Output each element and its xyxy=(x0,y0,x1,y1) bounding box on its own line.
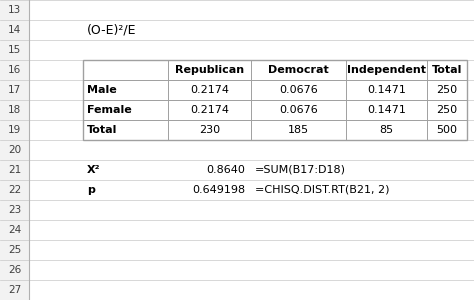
Text: 0.1471: 0.1471 xyxy=(367,105,406,115)
Text: 0.649198: 0.649198 xyxy=(192,185,245,195)
Text: 500: 500 xyxy=(436,125,457,135)
Text: 0.1471: 0.1471 xyxy=(367,85,406,95)
Text: =CHISQ.DIST.RT(B21, 2): =CHISQ.DIST.RT(B21, 2) xyxy=(255,185,390,195)
Text: 19: 19 xyxy=(8,125,21,135)
Text: Total: Total xyxy=(87,125,118,135)
Text: 14: 14 xyxy=(8,25,21,35)
Bar xyxy=(0,0,29,300)
Text: Female: Female xyxy=(87,105,132,115)
Text: Republican: Republican xyxy=(175,65,244,75)
Text: 250: 250 xyxy=(436,85,457,95)
Text: Independent: Independent xyxy=(347,65,426,75)
Text: 185: 185 xyxy=(288,125,309,135)
Text: 21: 21 xyxy=(8,165,21,175)
Text: Total: Total xyxy=(431,65,462,75)
Text: X²: X² xyxy=(87,165,100,175)
Text: 15: 15 xyxy=(8,45,21,55)
Text: 13: 13 xyxy=(8,5,21,15)
Bar xyxy=(83,60,467,140)
Text: 23: 23 xyxy=(8,205,21,215)
Text: 24: 24 xyxy=(8,225,21,235)
Text: 0.0676: 0.0676 xyxy=(279,85,318,95)
Text: (O-E)²/E: (O-E)²/E xyxy=(87,23,137,37)
Text: Democrat: Democrat xyxy=(268,65,329,75)
Text: 230: 230 xyxy=(199,125,220,135)
Text: 250: 250 xyxy=(436,105,457,115)
Text: 26: 26 xyxy=(8,265,21,275)
Text: 25: 25 xyxy=(8,245,21,255)
Text: 18: 18 xyxy=(8,105,21,115)
Text: 85: 85 xyxy=(379,125,393,135)
Text: 0.2174: 0.2174 xyxy=(190,105,229,115)
Text: p: p xyxy=(87,185,95,195)
Text: Male: Male xyxy=(87,85,117,95)
Text: 0.8640: 0.8640 xyxy=(206,165,245,175)
Text: =SUM(B17:D18): =SUM(B17:D18) xyxy=(255,165,346,175)
Text: 16: 16 xyxy=(8,65,21,75)
Text: 22: 22 xyxy=(8,185,21,195)
Text: 27: 27 xyxy=(8,285,21,295)
Text: 0.0676: 0.0676 xyxy=(279,105,318,115)
Text: 0.2174: 0.2174 xyxy=(190,85,229,95)
Text: 17: 17 xyxy=(8,85,21,95)
Text: 20: 20 xyxy=(8,145,21,155)
